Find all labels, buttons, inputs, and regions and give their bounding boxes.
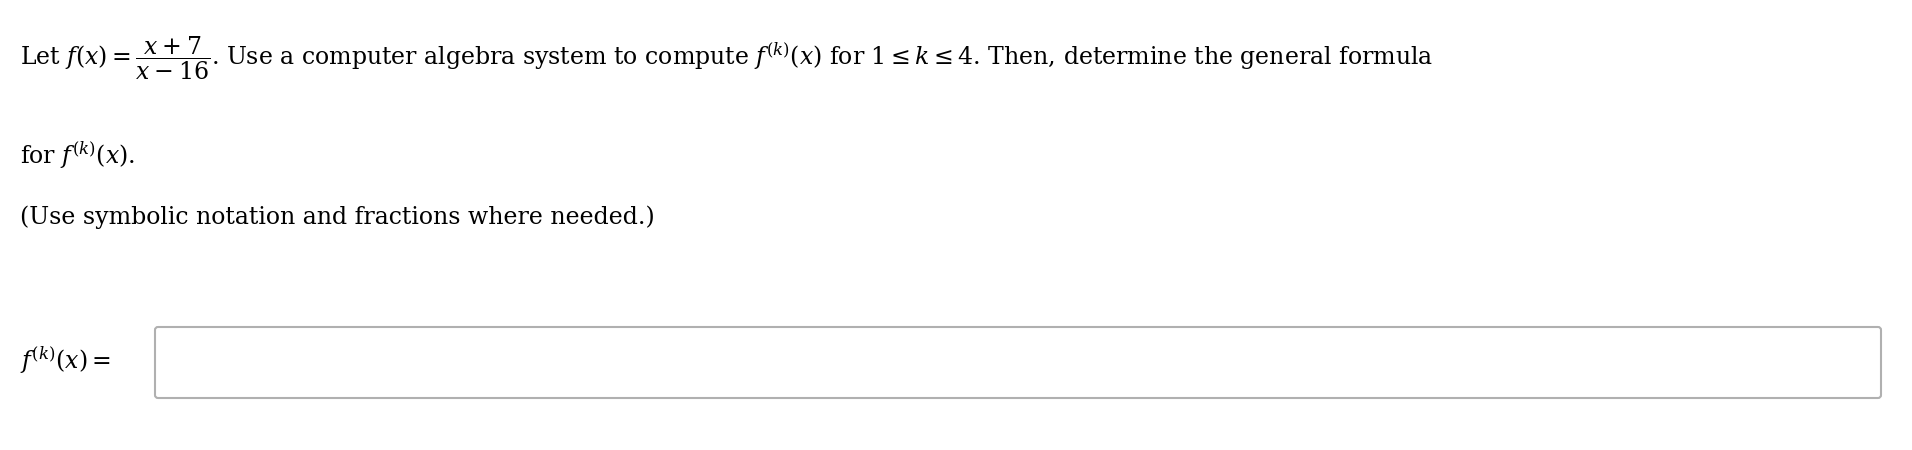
FancyBboxPatch shape <box>155 327 1881 398</box>
Text: for $f^{(k)}(x)$.: for $f^{(k)}(x)$. <box>19 140 136 171</box>
Text: (Use symbolic notation and fractions where needed.): (Use symbolic notation and fractions whe… <box>19 205 654 229</box>
Text: Let $f(x) = \dfrac{x+7}{x-16}$. Use a computer algebra system to compute $f^{(k): Let $f(x) = \dfrac{x+7}{x-16}$. Use a co… <box>19 35 1434 82</box>
Text: $f^{(k)}(x) =$: $f^{(k)}(x) =$ <box>19 345 111 376</box>
